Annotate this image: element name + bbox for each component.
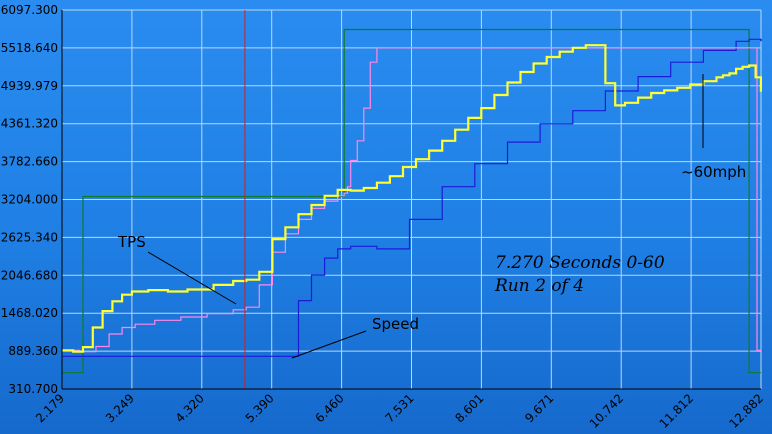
tps-pointer-line [147, 251, 237, 305]
y-tick-label: 5518.640 [1, 41, 58, 55]
speed-pointer-line [291, 330, 367, 359]
run-annotation: Run 2 of 4 [494, 276, 584, 296]
series-line-green [62, 28, 761, 374]
y-tick-label: 889.360 [8, 344, 58, 358]
annotations: TPS Speed ~60mph 7.270 Seconds 0-60 Run … [117, 74, 746, 359]
y-tick-label: 2046.680 [1, 268, 58, 282]
y-tick-label: 310.700 [8, 382, 58, 396]
y-tick-label: 6097.300 [1, 3, 58, 17]
y-tick-label: 4939.979 [1, 79, 58, 93]
speed-label: Speed [372, 315, 419, 333]
y-tick-label: 3204.000 [1, 193, 58, 207]
y-tick-label: 3782.660 [1, 155, 58, 169]
series-group [62, 10, 762, 389]
series-line-pink [62, 47, 761, 353]
time-annotation: 7.270 Seconds 0-60 [495, 253, 665, 273]
series-line-yellow [62, 44, 762, 353]
y-tick-label: 1468.020 [1, 306, 58, 320]
tps-label: TPS [117, 233, 146, 251]
series-line-blue [62, 38, 762, 357]
mph-label: ~60mph [681, 163, 746, 181]
y-tick-label: 2625.340 [1, 230, 58, 244]
y-tick-label: 4361.320 [1, 117, 58, 131]
